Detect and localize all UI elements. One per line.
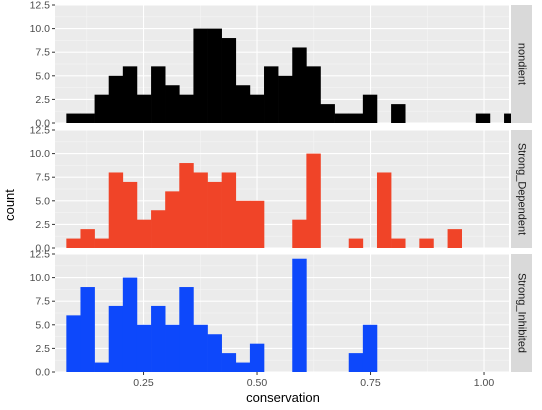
histogram-bar: [108, 75, 124, 123]
y-tick-label: 10.0: [30, 148, 51, 160]
panel-strong_dependent: 0.0 2.5 5.0 7.5 10.0 12.5 Strong_Dependent: [30, 125, 532, 255]
histogram-bar: [136, 324, 152, 372]
histogram-bar: [165, 85, 180, 123]
y-tick-label: 2.5: [35, 94, 50, 106]
histogram-bar: [151, 305, 166, 372]
histogram-bar: [80, 229, 95, 248]
x-tick-label: 0.50: [247, 377, 268, 389]
histogram-bar: [151, 66, 166, 123]
histogram-bar: [122, 277, 138, 372]
histogram-bar: [419, 238, 434, 248]
histogram-bar: [207, 334, 222, 372]
x-tick-label: 1.00: [474, 377, 495, 389]
histogram-bar: [391, 238, 406, 248]
histogram-bar: [391, 104, 406, 123]
histogram-bar: [249, 94, 265, 123]
histogram-bar: [165, 324, 180, 372]
histogram-bar: [249, 343, 265, 372]
histogram-bar: [207, 28, 222, 124]
histogram-bar: [165, 191, 180, 248]
y-tick-label: 7.5: [35, 172, 50, 184]
histogram-bar: [94, 238, 110, 248]
panel-strong_inhibited: 0.0 2.5 5.0 7.5 10.0 12.5 Strong_Inhibited: [30, 249, 532, 379]
histogram-bar: [108, 305, 124, 372]
y-tick-label: 5.0: [35, 195, 50, 207]
y-tick-label: 2.5: [35, 219, 50, 231]
histogram-bar: [235, 200, 251, 248]
x-axis-label: conservation: [246, 390, 320, 405]
histogram-bar: [292, 219, 307, 248]
histogram-bar: [207, 181, 222, 248]
histogram-bar: [362, 94, 378, 123]
y-tick-label: 0.0: [35, 367, 50, 379]
y-tick-label: 2.5: [35, 343, 50, 355]
histogram-bar: [306, 66, 321, 123]
y-tick-label: 5.0: [35, 319, 50, 331]
y-tick-label: 7.5: [35, 296, 50, 308]
histogram-bar: [221, 353, 237, 372]
histogram-bar: [292, 47, 307, 124]
facet-strip: [511, 130, 532, 248]
histogram-bar: [348, 238, 364, 248]
histogram-bar: [193, 172, 208, 248]
histogram-bar: [66, 238, 81, 248]
facet-panels: 0.0 2.5 5.0 7.5 10.0 12.5 nondient 0.0 2.5 5.0 7.5…: [30, 0, 532, 379]
histogram-bar: [179, 163, 194, 248]
histogram-bar: [94, 362, 110, 372]
y-tick-label: 12.5: [30, 249, 51, 261]
histogram-bar: [151, 210, 166, 248]
y-tick-label: 0.0: [35, 118, 50, 130]
y-tick-label: 7.5: [35, 47, 50, 59]
histogram-bar: [179, 287, 194, 372]
histogram-bar: [320, 104, 335, 123]
histogram-bar: [94, 94, 110, 123]
histogram-bar: [235, 362, 251, 372]
histogram-bar: [66, 113, 81, 123]
facet-strip: [511, 254, 532, 372]
histogram-bar: [278, 75, 293, 123]
histogram-bar: [348, 113, 364, 123]
histogram-bar: [136, 94, 152, 123]
histogram-bar: [221, 172, 237, 248]
x-tick-label: 0.25: [133, 377, 154, 389]
histogram-bar: [108, 172, 124, 248]
facet-strip-label: Strong_Inhibited: [516, 273, 528, 353]
histogram-bar: [306, 153, 321, 248]
y-axis-label: count: [2, 189, 17, 221]
histogram-bar: [179, 94, 194, 123]
y-tick-label: 10.0: [30, 23, 51, 35]
histogram-bar: [334, 113, 350, 123]
histogram-bar: [292, 258, 307, 372]
histogram-bar: [249, 200, 265, 248]
histogram-bar: [475, 113, 491, 123]
y-tick-label: 5.0: [35, 70, 50, 82]
y-tick-label: 12.5: [30, 125, 51, 137]
histogram-bar: [80, 287, 95, 372]
y-tick-label: 0.0: [35, 243, 50, 255]
x-tick-label: 0.75: [360, 377, 381, 389]
facet-strip-label: nondient: [516, 43, 528, 85]
histogram-bar: [376, 172, 392, 248]
histogram-bar: [66, 315, 81, 372]
histogram-bar: [80, 113, 95, 123]
histogram-bar: [193, 28, 208, 124]
y-tick-label: 10.0: [30, 272, 51, 284]
panel-nondient: 0.0 2.5 5.0 7.5 10.0 12.5 nondient: [30, 0, 532, 130]
histogram-bar: [264, 66, 279, 123]
y-tick-label: 12.5: [30, 0, 51, 12]
histogram-bar: [447, 229, 462, 248]
histogram-bar: [193, 324, 208, 372]
histogram-bar: [235, 85, 251, 123]
histogram-bar: [122, 181, 138, 248]
histogram-bar: [136, 219, 152, 248]
histogram-bar: [221, 38, 237, 123]
histogram-bar: [122, 66, 138, 123]
x-axis: 0.25 0.50 0.75 1.00: [133, 372, 494, 389]
histogram-bar: [362, 324, 378, 372]
histogram-bar: [348, 353, 364, 372]
facet-strip-label: Strong_Dependent: [516, 143, 528, 235]
facet-strip: [511, 5, 532, 123]
